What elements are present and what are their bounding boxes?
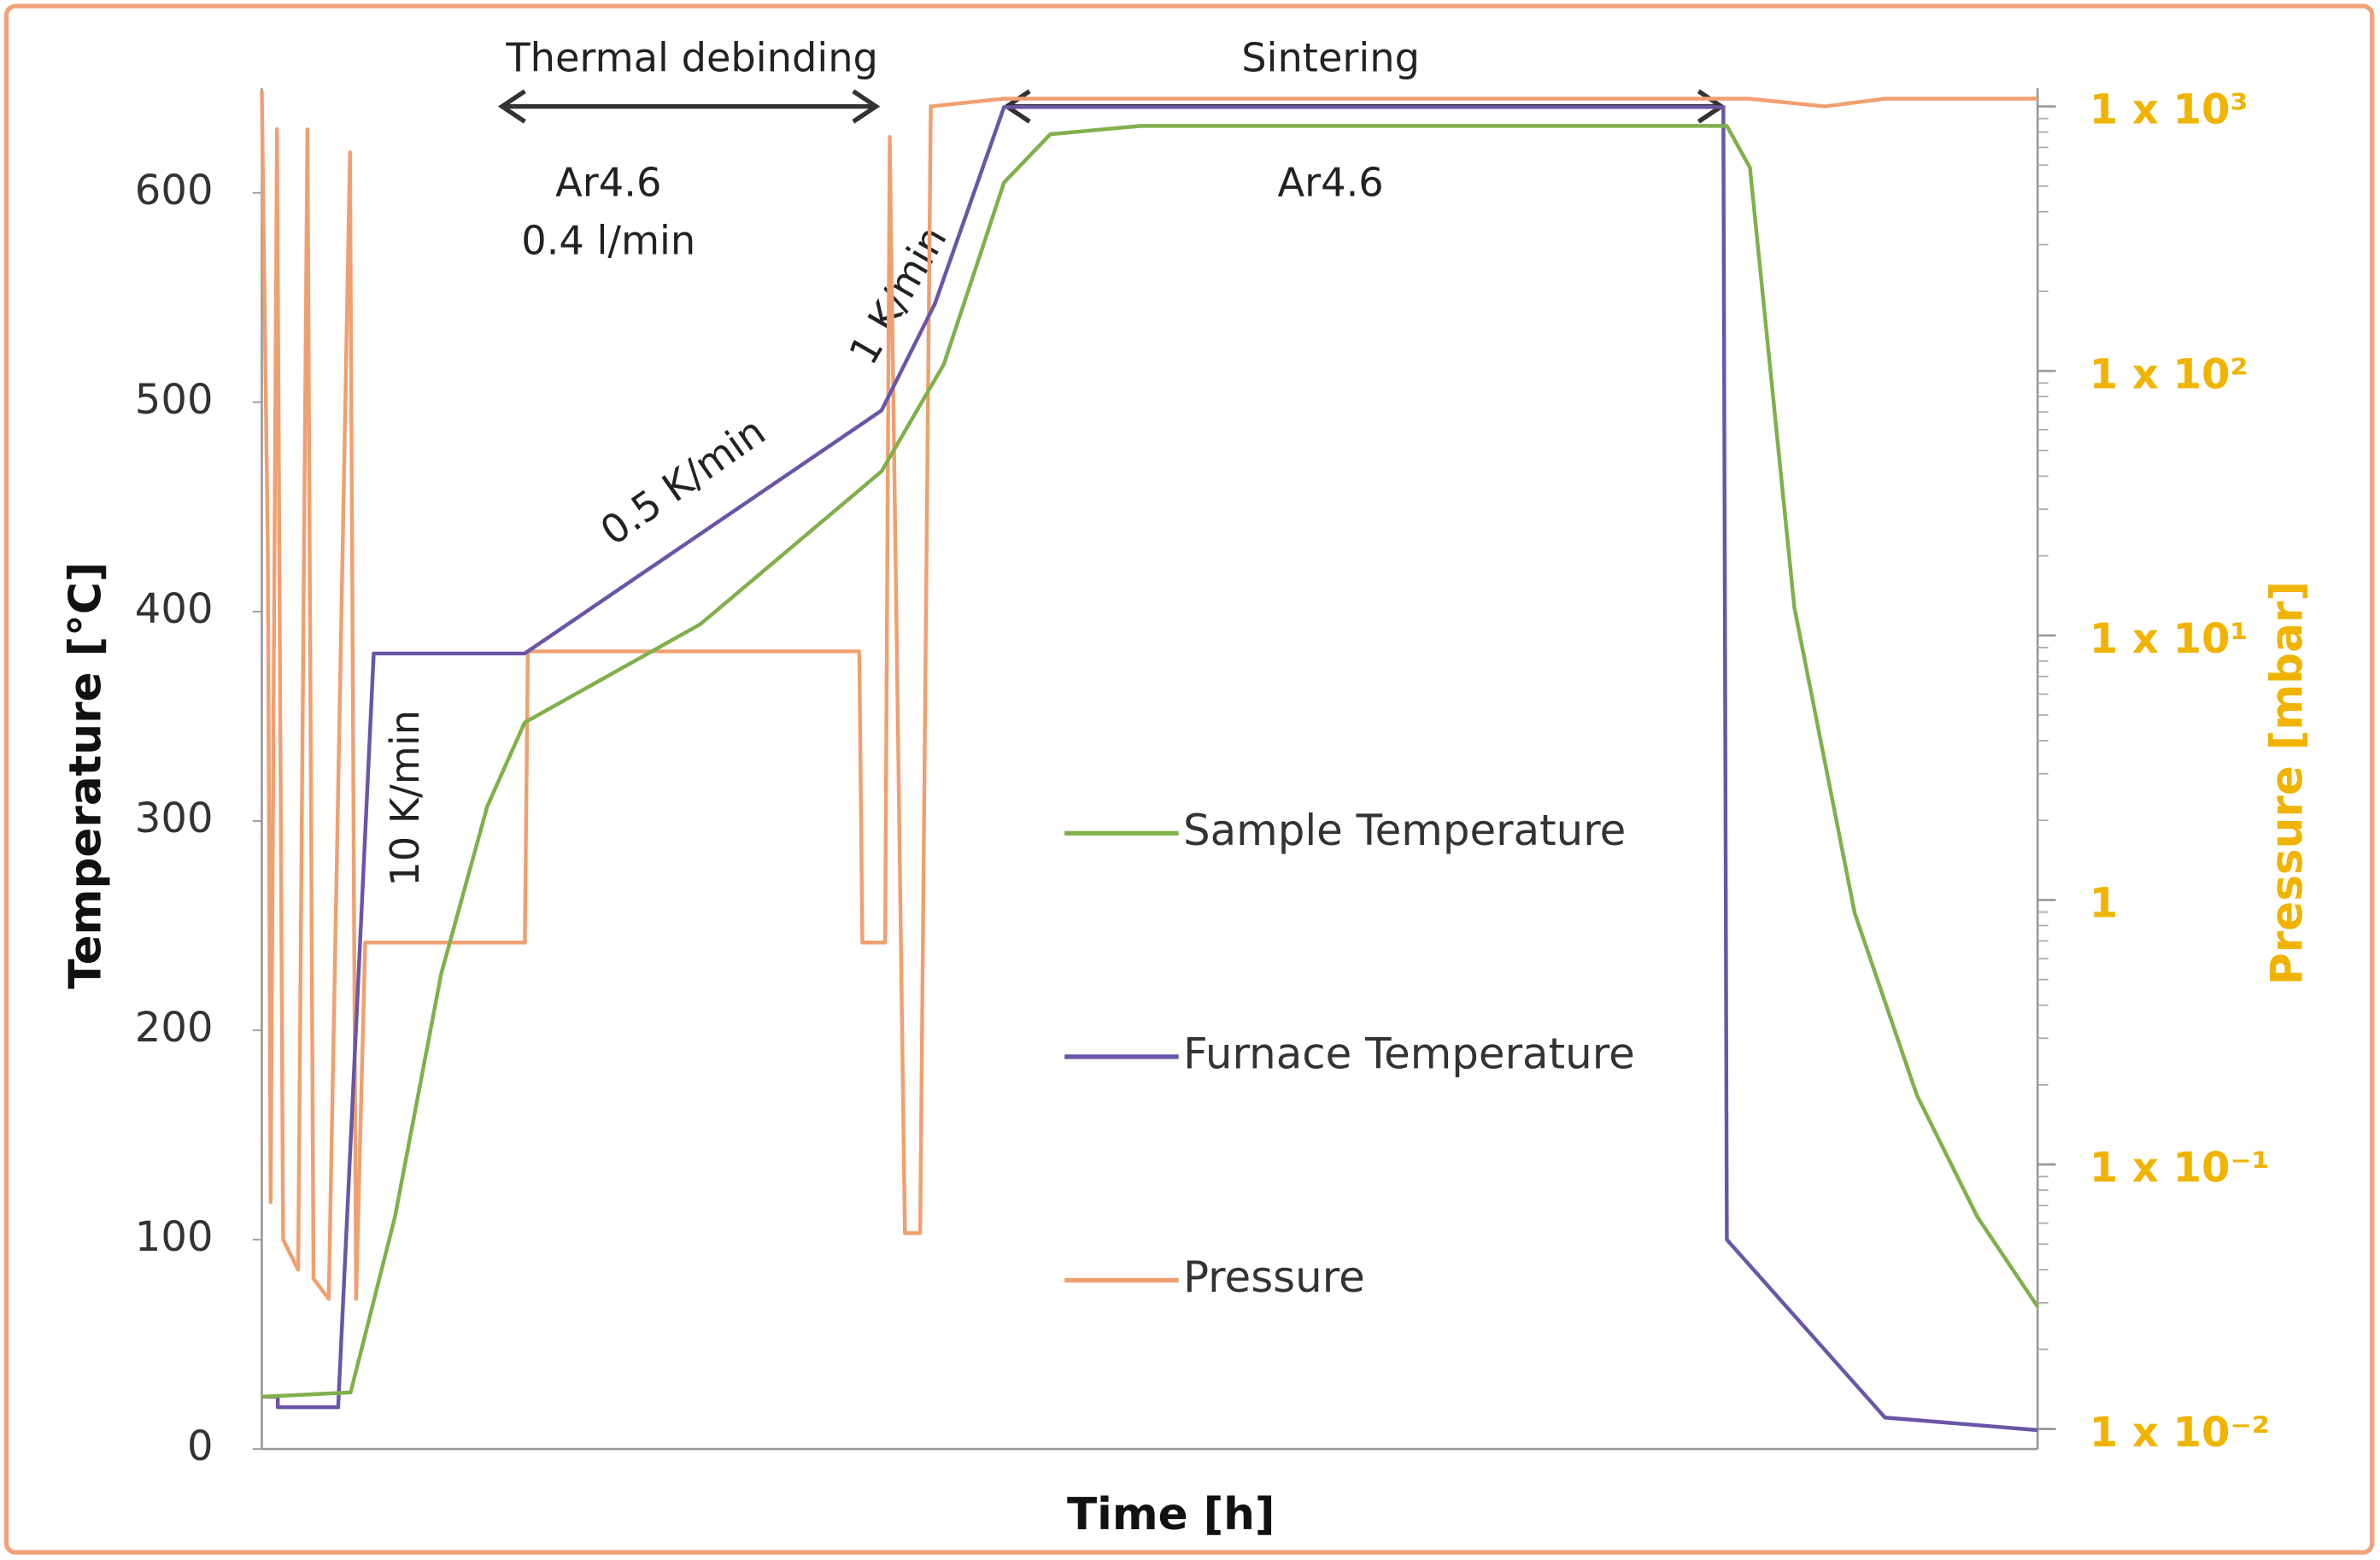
annotation: Ar4.6 bbox=[555, 160, 661, 206]
y2-tick-label: 1 x 10⁻² bbox=[2090, 1409, 2270, 1457]
y-tick-label: 400 bbox=[135, 585, 214, 633]
y2-tick-label: 1 bbox=[2090, 880, 2118, 928]
y2-tick-label: 1 x 10⁻¹ bbox=[2090, 1144, 2270, 1192]
x-label: Time [h] bbox=[1067, 1489, 1275, 1540]
y-tick-label: 600 bbox=[135, 167, 214, 214]
y-tick-label: 300 bbox=[135, 795, 214, 842]
legend-label: Furnace Temperature bbox=[1183, 1029, 1635, 1078]
y2-tick-label: 1 x 10³ bbox=[2090, 86, 2248, 134]
legend-label: Sample Temperature bbox=[1183, 806, 1626, 855]
y-tick-label: 500 bbox=[135, 376, 214, 424]
y-tick-label: 0 bbox=[187, 1422, 214, 1470]
annotation: Ar4.6 bbox=[1277, 160, 1383, 206]
y2-tick-label: 1 x 10² bbox=[2090, 350, 2248, 398]
series-line bbox=[261, 105, 2038, 1433]
annotation: Sintering bbox=[1241, 35, 1420, 81]
y2-tick-label: 1 x 10¹ bbox=[2090, 615, 2248, 663]
y-tick-label: 200 bbox=[135, 1004, 214, 1052]
y-tick-label: 100 bbox=[135, 1213, 214, 1261]
y-label: Temperature [°C] bbox=[61, 562, 112, 989]
series-line bbox=[260, 91, 2038, 1301]
y2-label: Pressure [mbar] bbox=[2262, 581, 2313, 985]
frame bbox=[3, 3, 2375, 1555]
series-line bbox=[261, 124, 2040, 1399]
annotation: Thermal debinding bbox=[505, 35, 878, 81]
annotation: 0.4 l/min bbox=[521, 217, 695, 263]
legend-label: Pressure bbox=[1183, 1252, 1365, 1302]
annotation: 10 K/min bbox=[382, 710, 428, 887]
